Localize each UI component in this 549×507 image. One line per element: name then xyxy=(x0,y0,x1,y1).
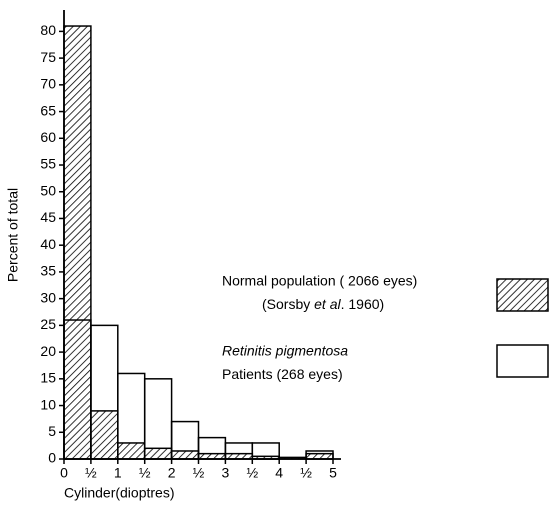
y-tick-label: 35 xyxy=(40,263,56,279)
y-tick-label: 15 xyxy=(40,370,56,386)
legend-note-part: . 1960) xyxy=(341,296,385,312)
y-tick-label: 45 xyxy=(40,209,56,225)
legend-note-part: Patients (268 eyes) xyxy=(222,366,343,382)
legend-swatch xyxy=(496,344,549,378)
y-tick-label: 70 xyxy=(40,76,56,92)
x-axis-label: Cylinder(dioptres) xyxy=(64,485,174,501)
x-tick-label: ½ xyxy=(139,465,151,481)
legend-swatch xyxy=(496,278,549,312)
histogram-bar xyxy=(143,447,173,460)
y-tick-label: 10 xyxy=(40,396,56,412)
histogram-bar xyxy=(170,450,200,460)
x-tick-label: 1 xyxy=(114,465,122,481)
histogram-bar xyxy=(63,25,92,460)
x-tick-label: ½ xyxy=(246,465,258,481)
y-tick-label: 55 xyxy=(40,156,56,172)
legend-note-part: et al xyxy=(314,296,341,312)
x-tick-label: 4 xyxy=(275,465,283,481)
histogram-bar xyxy=(117,442,146,460)
y-tick-label: 20 xyxy=(40,343,56,359)
legend-note: Patients (268 eyes) xyxy=(222,366,343,382)
y-tick-label: 50 xyxy=(40,182,56,198)
legend-note-part: (Sorsby xyxy=(262,296,314,312)
y-tick-label: 75 xyxy=(40,49,56,65)
x-tick-label: ½ xyxy=(193,465,205,481)
y-tick-label: 5 xyxy=(48,423,56,439)
legend-note: (Sorsby et al. 1960) xyxy=(262,296,384,312)
y-axis-label: Percent of total xyxy=(5,188,21,282)
y-tick-label: 25 xyxy=(40,316,56,332)
x-tick-label: 5 xyxy=(329,465,337,481)
y-tick-label: 30 xyxy=(40,289,56,305)
x-tick-label: ½ xyxy=(85,465,97,481)
y-tick-label: 60 xyxy=(40,129,56,145)
x-tick-label: 2 xyxy=(168,465,176,481)
y-tick-label: 0 xyxy=(48,450,56,466)
y-tick-label: 65 xyxy=(40,102,56,118)
x-tick-label: ½ xyxy=(300,465,312,481)
y-tick-label: 80 xyxy=(40,22,56,38)
legend-label: Normal population ( 2066 eyes) xyxy=(222,273,417,289)
legend-label: Retinitis pigmentosa xyxy=(222,343,348,359)
histogram-bar xyxy=(90,410,119,460)
x-tick-label: 0 xyxy=(60,465,68,481)
histogram-bar xyxy=(143,378,173,460)
x-tick-label: 3 xyxy=(222,465,230,481)
y-tick-label: 40 xyxy=(40,236,56,252)
